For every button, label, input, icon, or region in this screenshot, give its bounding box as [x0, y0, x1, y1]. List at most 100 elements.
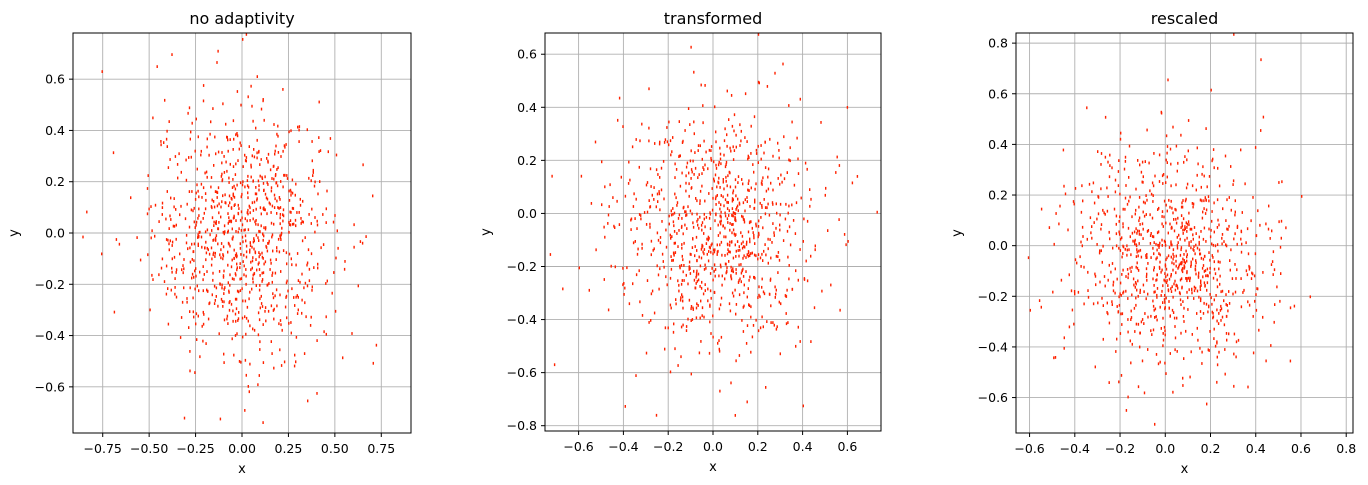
data-point	[758, 233, 760, 237]
data-point	[1270, 344, 1272, 347]
data-point	[236, 132, 238, 135]
data-point	[750, 305, 752, 309]
data-point	[1236, 242, 1238, 246]
data-point	[743, 283, 745, 287]
data-point	[678, 229, 680, 232]
data-point	[778, 149, 780, 152]
data-point	[294, 353, 296, 357]
data-point	[635, 374, 637, 377]
data-point	[239, 277, 241, 281]
data-point	[746, 324, 749, 327]
data-point	[1211, 242, 1213, 246]
data-point	[725, 160, 728, 164]
data-point	[248, 297, 250, 301]
data-point	[769, 137, 771, 141]
data-point	[765, 189, 768, 193]
data-point	[680, 264, 683, 267]
data-point	[212, 251, 215, 255]
data-point	[1129, 195, 1131, 199]
data-point	[179, 213, 181, 217]
data-point	[188, 106, 191, 110]
data-point	[1152, 246, 1154, 250]
data-point	[206, 246, 208, 250]
data-point	[1062, 148, 1065, 152]
data-point	[258, 149, 260, 153]
data-point	[720, 240, 723, 244]
data-point	[165, 264, 168, 268]
data-point	[249, 219, 251, 222]
data-point	[1210, 228, 1212, 232]
data-point	[655, 205, 657, 209]
data-point	[183, 258, 185, 261]
data-point	[1212, 157, 1214, 161]
data-point	[257, 236, 259, 240]
data-point	[1076, 261, 1078, 265]
data-point	[206, 270, 208, 273]
data-point	[1099, 249, 1101, 253]
data-point	[710, 149, 712, 152]
data-point	[714, 274, 716, 278]
data-point	[755, 182, 757, 186]
data-point	[1122, 222, 1124, 226]
data-point	[659, 208, 661, 212]
data-point	[743, 245, 745, 248]
data-point	[246, 211, 248, 215]
data-point	[221, 286, 223, 290]
data-point	[232, 319, 234, 323]
data-point	[1088, 182, 1091, 186]
data-point	[1203, 281, 1206, 285]
data-point	[1100, 187, 1102, 191]
data-point	[204, 246, 206, 250]
data-point	[1117, 170, 1120, 173]
data-point	[1048, 226, 1051, 229]
data-point	[717, 223, 719, 227]
data-point	[654, 142, 656, 145]
data-point	[166, 145, 168, 148]
x-tick-label: 0.00	[228, 441, 256, 456]
data-point	[1172, 257, 1174, 261]
data-point	[146, 187, 149, 190]
data-point	[777, 251, 780, 254]
data-point	[742, 182, 744, 186]
data-point	[749, 205, 751, 208]
data-point	[282, 219, 284, 223]
data-point	[1198, 235, 1200, 239]
data-point	[239, 266, 241, 269]
data-point	[671, 259, 673, 262]
data-point	[712, 335, 714, 339]
data-point	[1097, 301, 1099, 305]
data-point	[1160, 327, 1162, 330]
data-point	[1173, 255, 1175, 258]
data-point	[236, 262, 238, 266]
data-point	[241, 223, 244, 227]
data-point	[1190, 350, 1192, 354]
data-point	[731, 124, 734, 128]
data-point	[1139, 288, 1141, 292]
data-point	[835, 171, 837, 174]
data-point	[708, 245, 711, 249]
data-point	[727, 248, 729, 252]
data-point	[202, 265, 204, 268]
data-point	[697, 176, 699, 179]
data-point	[231, 197, 233, 201]
data-point	[604, 235, 606, 239]
data-point	[588, 288, 590, 292]
data-point	[249, 290, 251, 294]
data-point	[1161, 210, 1164, 213]
data-point	[718, 274, 720, 278]
data-point	[309, 324, 312, 327]
data-point	[1183, 259, 1185, 262]
data-point	[161, 206, 164, 209]
data-point	[115, 238, 118, 241]
data-point	[1195, 272, 1197, 276]
data-point	[744, 245, 746, 249]
y-tick-label: 0.4	[45, 123, 65, 138]
data-point	[724, 127, 726, 131]
data-point	[272, 249, 274, 253]
data-point	[1138, 205, 1140, 209]
data-point	[739, 144, 741, 147]
data-point	[768, 292, 771, 296]
y-tick-label: −0.4	[35, 328, 65, 343]
data-point	[276, 132, 278, 136]
